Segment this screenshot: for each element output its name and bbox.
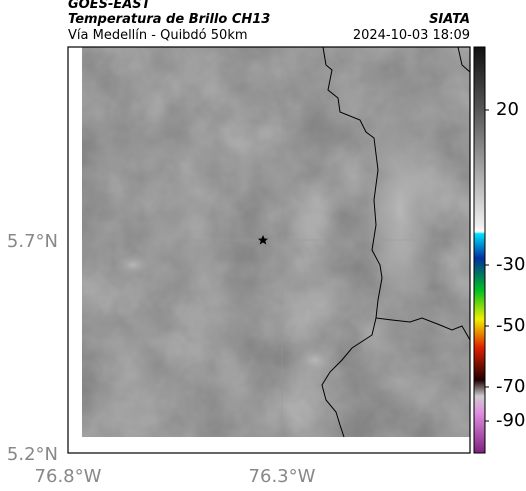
timestamp: 2024-10-03 18:09 — [353, 28, 470, 43]
colorbar-label: -50 — [496, 315, 525, 336]
subtitle: Vía Medellín - Quibdó 50km — [68, 28, 248, 43]
colorbar-label: -30 — [496, 254, 525, 275]
title: Temperatura de Brillo CH13 — [68, 12, 270, 27]
colorbar-ticks: 20 -30 -50 -70 -90 — [485, 99, 525, 431]
source: GOES-EAST — [68, 0, 152, 12]
map-frame — [67, 46, 471, 454]
lat-label: 5.2°N — [7, 444, 58, 465]
lon-label: 76.8°W — [35, 466, 102, 487]
colorbar-label: 20 — [496, 99, 519, 120]
colorbar-label: -90 — [496, 410, 525, 431]
agency: SIATA — [429, 12, 470, 27]
lon-label: 76.3°W — [249, 466, 316, 487]
colorbar — [473, 46, 486, 454]
colorbar-label: -70 — [496, 376, 525, 397]
lat-label: 5.7°N — [7, 231, 58, 252]
satellite-image — [82, 46, 471, 438]
